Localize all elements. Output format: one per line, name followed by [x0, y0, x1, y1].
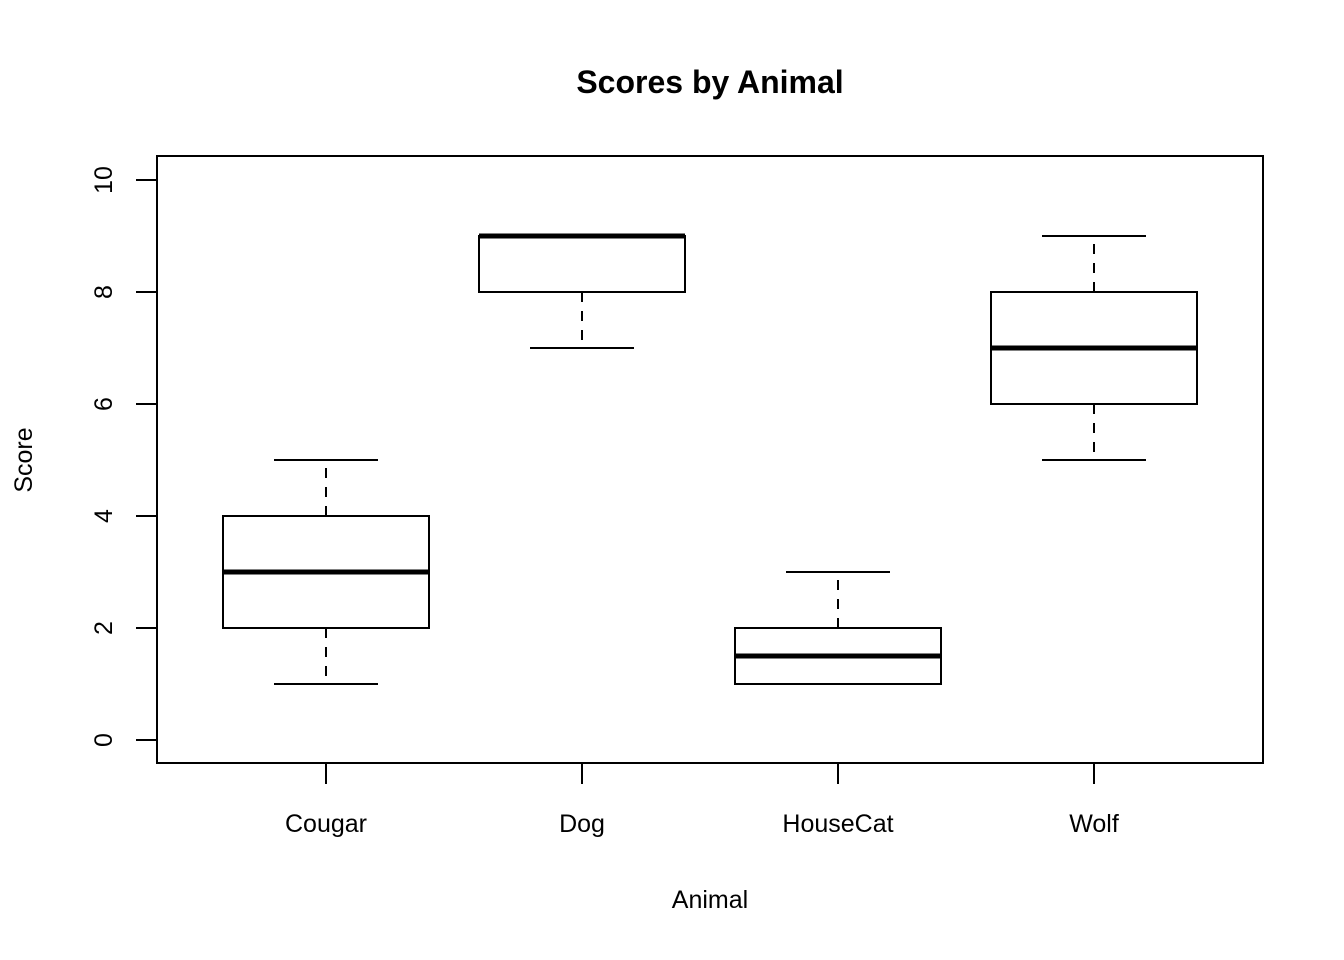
- y-tick-label: 10: [90, 166, 118, 194]
- y-tick-label: 6: [90, 397, 118, 411]
- y-tick-label: 8: [90, 285, 118, 299]
- plot-border: [156, 155, 1264, 764]
- plot-area: 0 2 4 6 8 10 Cougar Dog HouseCat Wolf: [90, 166, 1198, 838]
- x-tick-label-cougar: Cougar: [285, 810, 367, 838]
- chart-title: Scores by Animal: [576, 64, 843, 100]
- x-tick-label-wolf: Wolf: [1069, 810, 1119, 838]
- y-tick-label: 4: [90, 509, 118, 523]
- y-tick-label: 2: [90, 621, 118, 635]
- box-dog: [478, 235, 686, 293]
- x-axis-title: Animal: [672, 886, 748, 914]
- y-tick-label: 0: [90, 733, 118, 747]
- y-axis-title: Score: [10, 427, 38, 492]
- x-tick-label-dog: Dog: [559, 810, 605, 838]
- x-tick-label-housecat: HouseCat: [782, 810, 893, 838]
